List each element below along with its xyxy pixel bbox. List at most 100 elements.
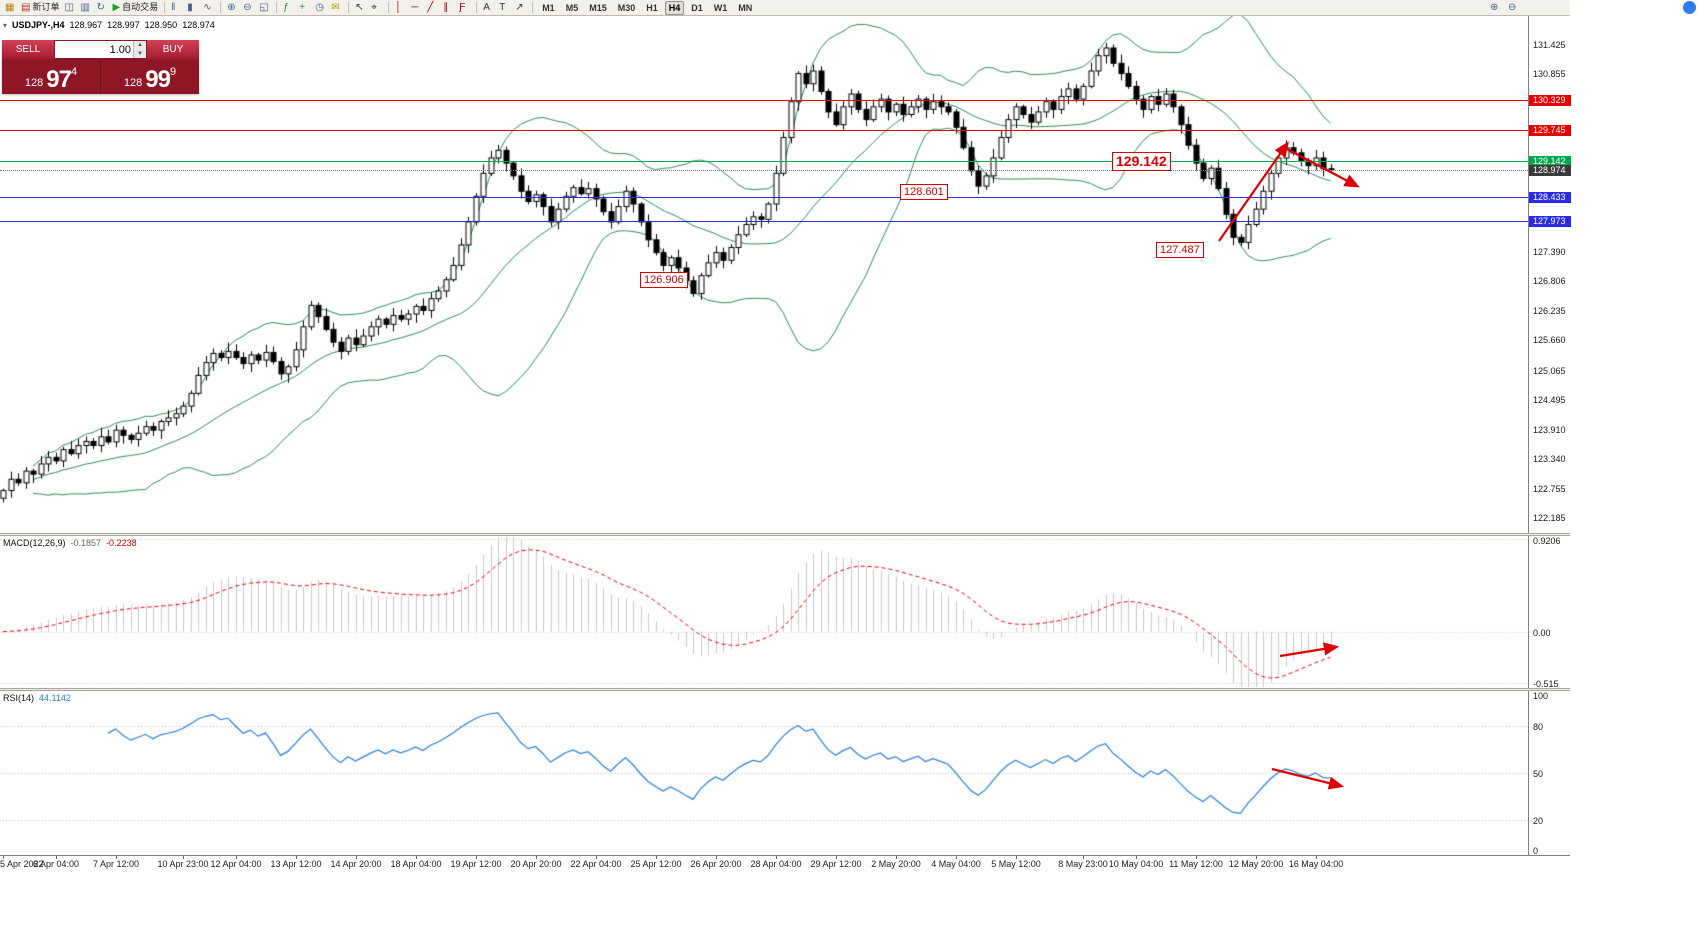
hline-129.745[interactable] (0, 130, 1528, 131)
line-chart-icon[interactable]: ∿ (201, 1, 216, 15)
toolbar-right-group: ⊕ ⊖ (1488, 1, 1567, 15)
main-chart-panel[interactable]: ▾ USDJPY-,H4 128.967 128.997 128.950 128… (0, 16, 1528, 533)
hline-128.433[interactable] (0, 197, 1528, 198)
new-chart-icon[interactable]: ▦ (3, 1, 18, 15)
price-scale-label: 125.065 (1533, 366, 1566, 376)
timeframe-w1[interactable]: W1 (713, 2, 728, 13)
price-annotation[interactable]: 126.906 (640, 272, 688, 288)
rsi-title: RSI(14) 44.1142 (3, 693, 71, 703)
timeframe-mn[interactable]: MN (738, 2, 753, 13)
price-annotation[interactable]: 129.142 (1112, 152, 1171, 171)
toolbar-separator (276, 2, 278, 13)
new-order-glyph: ▤ (21, 2, 31, 13)
add-indicator-icon[interactable]: + (297, 1, 312, 15)
arrows-objects-icon[interactable]: ↗ (513, 1, 528, 15)
buy-button[interactable]: BUY (147, 40, 199, 59)
trendline-icon[interactable]: ╱ (425, 1, 440, 15)
fibonacci-icon[interactable]: Ƒ (457, 1, 472, 15)
zoom-in-icon[interactable]: ⊕ (225, 1, 240, 15)
toolbar-separator (220, 2, 222, 13)
price-annotation[interactable]: 128.601 (900, 184, 948, 200)
auto-trading-label: 自动交易 (122, 2, 159, 12)
bar-chart-icon[interactable]: ‖ (169, 1, 184, 15)
macd-canvas[interactable] (0, 536, 1528, 688)
ohlc-close: 128.974 (182, 20, 215, 30)
refresh-icon[interactable]: ↻ (94, 1, 109, 15)
panel-splitter-macd[interactable] (0, 533, 1570, 536)
magnifier-out-icon[interactable]: ⊖ (1508, 2, 1517, 13)
rsi-scale-label: 50 (1533, 769, 1544, 779)
timeframe-d1[interactable]: D1 (691, 2, 703, 13)
crosshair-icon[interactable]: ⌖ (369, 1, 384, 15)
text-icon[interactable]: A (481, 1, 496, 15)
one-click-toggle-icon[interactable]: ▾ (3, 20, 8, 30)
auto-trading-glyph: ▶ (112, 2, 121, 13)
sell-button[interactable]: SELL (2, 40, 54, 59)
timeframe-m5[interactable]: M5 (565, 2, 579, 13)
chart-profiles-icon[interactable]: ◫ (62, 1, 77, 15)
time-tick (1016, 856, 1017, 859)
timeframe-m1[interactable]: M1 (542, 2, 555, 13)
macd-scale: 0.9206 0.00 -0.515 (1528, 536, 1570, 689)
time-axis-label: 7 Apr 12:00 (92, 859, 140, 869)
time-axis-label: 10 Apr 23:00 (157, 859, 209, 869)
time-axis-label: 18 Apr 04:00 (390, 859, 442, 869)
magnifier-in-icon[interactable]: ⊕ (1490, 2, 1499, 13)
rsi-canvas[interactable] (0, 691, 1528, 855)
volume-up-button[interactable]: ▲ (134, 41, 146, 50)
time-axis-label: 19 Apr 12:00 (450, 859, 502, 869)
time-axis-label: 16 May 04:00 (1288, 859, 1344, 869)
vertical-line-icon[interactable]: │ (393, 1, 408, 15)
label-icon[interactable]: T (497, 1, 512, 15)
time-axis-label: 28 Apr 04:00 (750, 859, 802, 869)
rsi-name: RSI(14) (3, 693, 35, 703)
time-axis-label: 25 Apr 12:00 (630, 859, 682, 869)
hline-127.973[interactable] (0, 221, 1528, 222)
print-icon[interactable]: ▥ (78, 1, 93, 15)
one-click-trading-panel: SELL ▲ ▼ BUY 128 97 4 128 (2, 40, 199, 94)
timeframe-m30[interactable]: M30 (617, 2, 636, 13)
new-order-icon[interactable]: ▤ 新订单 (19, 1, 61, 15)
price-chart-canvas[interactable] (0, 16, 1528, 533)
timeframe-h4[interactable]: H4 (664, 0, 685, 15)
time-tick (716, 856, 717, 859)
cursor-icon[interactable]: ↖ (353, 1, 368, 15)
horizontal-line-glyph: ─ (411, 2, 419, 13)
indicators-icon[interactable]: ƒ (281, 1, 296, 15)
zoom-out-icon[interactable]: ⊖ (241, 1, 256, 15)
volume-input[interactable] (55, 41, 133, 58)
price-tag-129.745: 129.745 (1529, 125, 1571, 136)
hline-129.142[interactable] (0, 161, 1528, 162)
period-clock-icon[interactable]: ◷ (313, 1, 328, 15)
volume-down-button[interactable]: ▼ (134, 49, 146, 58)
bid-price-tag: 128.974 (1529, 165, 1571, 176)
sell-price-big: 97 (46, 66, 72, 93)
tile-windows-icon[interactable]: ◱ (257, 1, 272, 15)
buy-price-button[interactable]: 128 99 9 (101, 59, 199, 94)
sell-price-button[interactable]: 128 97 4 (2, 59, 100, 94)
toolbar-separator (532, 2, 534, 13)
mailbox-icon[interactable]: ✉ (329, 1, 344, 15)
time-tick (596, 856, 597, 859)
time-tick (1256, 856, 1257, 859)
timeframe-m15[interactable]: M15 (589, 2, 607, 13)
rsi-scale-label: 0 (1533, 846, 1539, 856)
time-axis-label: 6 Apr 04:00 (32, 859, 80, 869)
price-annotation[interactable]: 127.487 (1156, 242, 1204, 258)
macd-title: MACD(12,26,9) -0.1857 -0.2238 (3, 538, 137, 548)
time-tick (236, 856, 237, 859)
hline-130.329[interactable] (0, 100, 1528, 101)
time-tick (56, 856, 57, 859)
timeframe-h1[interactable]: H1 (646, 2, 658, 13)
rsi-panel[interactable]: RSI(14) 44.1142 (0, 691, 1528, 855)
auto-trading-icon[interactable]: ▶ 自动交易 (110, 1, 160, 15)
buy-price-pip: 9 (169, 66, 177, 78)
channel-icon[interactable]: ∥ (441, 1, 456, 15)
macd-panel[interactable]: MACD(12,26,9) -0.1857 -0.2238 (0, 536, 1528, 688)
buy-price-big: 99 (145, 66, 171, 93)
rsi-scale-label: 20 (1533, 816, 1544, 826)
blue-circle-icon[interactable] (1683, 1, 1696, 14)
horizontal-line-icon[interactable]: ─ (409, 1, 424, 15)
panel-splitter-rsi[interactable] (0, 688, 1570, 691)
candle-chart-icon[interactable]: ▮ (185, 1, 200, 15)
